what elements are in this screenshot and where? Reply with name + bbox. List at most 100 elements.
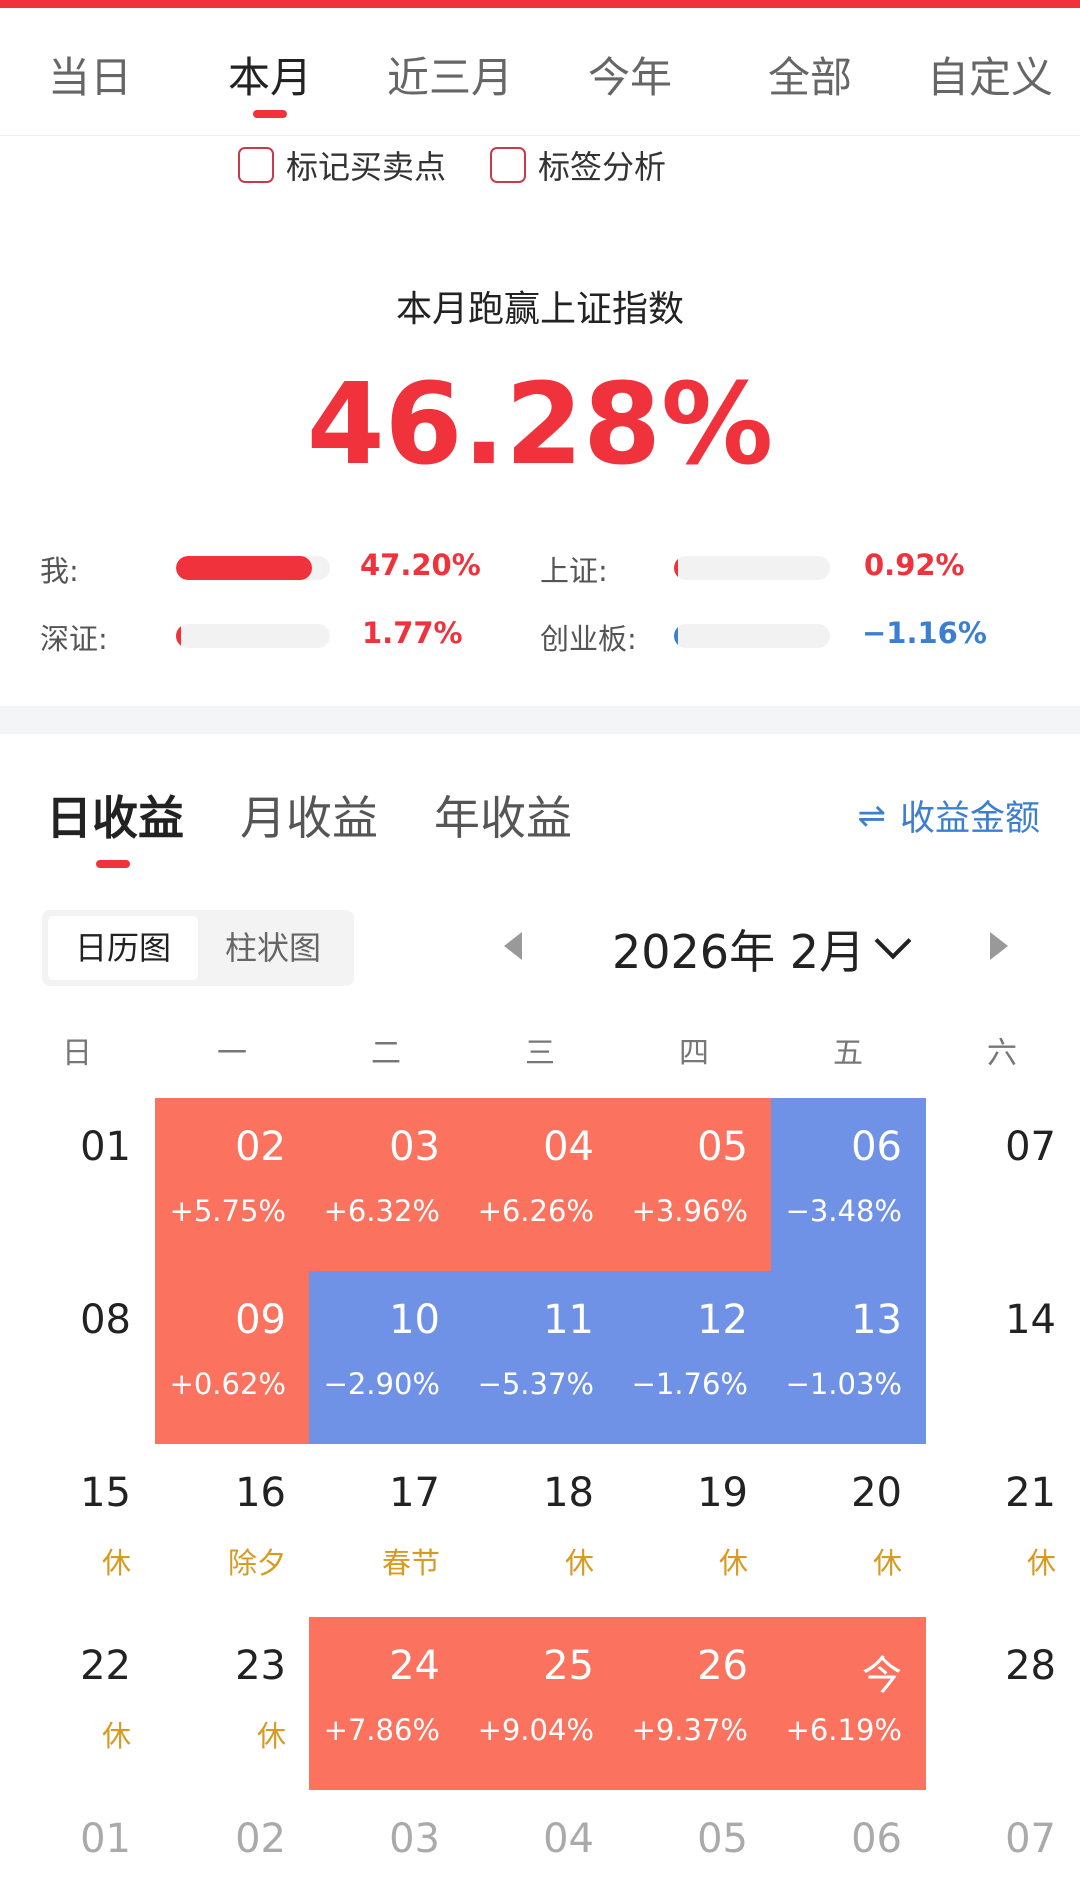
tag-analysis-checkbox[interactable]: 标签分析 [490,140,666,190]
checkbox-icon [490,147,526,183]
calendar-day-cell[interactable]: 07 [925,1098,1080,1271]
calendar-day-cell[interactable]: 01 [0,1790,155,1896]
day-number: 02 [235,1124,286,1170]
tab-all[interactable]: 全部 [767,53,852,102]
calendar-view-button[interactable]: 日历图 [48,916,198,980]
day-number: 14 [1005,1297,1056,1343]
day-return: +0.62% [169,1367,286,1401]
compare-shanghai: 上证: 0.92% [540,548,1040,588]
calendar-day-cell[interactable]: 02 [155,1790,310,1896]
month-label[interactable]: 2026年 2月 [612,925,865,979]
day-number: 22 [80,1643,131,1689]
calendar-day-cell[interactable]: 23 休 [155,1617,310,1790]
calendar-day-cell[interactable]: 05 +3.96% [617,1098,772,1271]
holiday-label: 休 [256,1719,286,1753]
tab-yearly-gain[interactable]: 年收益 [434,791,572,845]
compare-shenzhen: 深证: 1.77% [40,616,480,656]
day-number: 13 [851,1297,902,1343]
chevron-down-icon[interactable] [874,922,912,960]
day-number: 今 [862,1653,902,1699]
day-number: 10 [389,1297,440,1343]
amount-toggle-label: 收益金额 [899,799,1040,839]
calendar-day-cell[interactable]: 04 [463,1790,618,1896]
tab-custom[interactable]: 自定义 [926,53,1053,102]
calendar-day-cell[interactable]: 04 +6.26% [463,1098,618,1271]
calendar-day-cell[interactable]: 11 −5.37% [463,1271,618,1444]
calendar-day-cell[interactable]: 12 −1.76% [617,1271,772,1444]
calendar-day-cell[interactable]: 06 −3.48% [771,1098,926,1271]
compare-chinext-label: 创业板: [540,622,637,656]
tab-this-year[interactable]: 今年 [587,53,672,102]
day-number: 12 [697,1297,748,1343]
calendar-day-cell[interactable]: 06 [771,1790,926,1896]
calendar-day-cell[interactable]: 16 除夕 [155,1444,310,1617]
day-number: 01 [80,1816,131,1862]
day-return: +9.04% [477,1713,594,1747]
calendar-day-cell[interactable]: 01 [0,1098,155,1271]
amount-toggle-button[interactable]: ⇌ 收益金额 [857,790,1040,841]
calendar-day-cell[interactable]: 25 +9.04% [463,1617,618,1790]
calendar-day-cell[interactable]: 26 +9.37% [617,1617,772,1790]
calendar-day-cell[interactable]: 18 休 [463,1444,618,1617]
day-return: −3.48% [785,1194,902,1228]
compare-shanghai-label: 上证: [540,554,608,588]
calendar-day-cell[interactable]: 05 [617,1790,772,1896]
holiday-label: 休 [718,1546,748,1580]
compare-chinext-fill [674,624,678,648]
calendar-day-cell[interactable]: 08 [0,1271,155,1444]
day-number: 06 [851,1816,902,1862]
compare-shenzhen-fill [176,624,181,648]
calendar-day-cell[interactable]: 20 休 [771,1444,926,1617]
calendar-day-cell[interactable]: 19 休 [617,1444,772,1617]
day-number: 06 [851,1124,902,1170]
calendar-day-cell[interactable]: 09 +0.62% [155,1271,310,1444]
calendar-day-cell[interactable]: 07 [925,1790,1080,1896]
bar-view-button[interactable]: 柱状图 [224,929,321,967]
mark-trades-checkbox[interactable]: 标记买卖点 [238,140,446,190]
compare-chinext: 创业板: −1.16% [540,616,1040,656]
tab-monthly-gain[interactable]: 月收益 [240,791,378,845]
day-number: 18 [543,1470,594,1516]
day-return: +5.75% [169,1194,286,1228]
day-return: +6.19% [785,1713,902,1747]
calendar-day-cell[interactable]: 13 −1.03% [771,1271,926,1444]
weekday-label: 三 [525,1036,555,1071]
tab-this-month[interactable]: 本月 [227,53,312,102]
next-month-icon[interactable] [990,932,1008,960]
compare-shenzhen-label: 深证: [40,622,108,656]
tab-daily-gain[interactable]: 日收益 [46,791,184,845]
day-number: 19 [697,1470,748,1516]
tab-three-months[interactable]: 近三月 [386,53,513,102]
calendar-day-cell[interactable]: 24 +7.86% [309,1617,464,1790]
calendar-day-cell[interactable]: 15 休 [0,1444,155,1617]
compare-shenzhen-track [176,624,330,648]
top-accent-bar [0,0,1080,8]
holiday-label: 休 [872,1546,902,1580]
holiday-label: 休 [564,1546,594,1580]
active-tab-indicator [253,110,287,118]
day-return: +7.86% [323,1713,440,1747]
calendar-day-cell[interactable]: 03 [309,1790,464,1896]
compare-chinext-value: −1.16% [862,616,987,650]
day-number: 16 [235,1470,286,1516]
calendar-day-cell[interactable]: 17 春节 [309,1444,464,1617]
compare-me-track [176,556,330,580]
day-number: 17 [389,1470,440,1516]
calendar-day-cell[interactable]: 22 休 [0,1617,155,1790]
gain-tabs: 日收益 月收益 年收益 ⇌ 收益金额 [0,782,1080,868]
calendar-day-cell[interactable]: 28 [925,1617,1080,1790]
day-return: +6.26% [477,1194,594,1228]
prev-month-icon[interactable] [504,932,522,960]
holiday-label: 休 [1026,1546,1056,1580]
outperform-percent: 46.28% [306,360,774,490]
calendar-day-cell[interactable]: 14 [925,1271,1080,1444]
calendar-day-cell[interactable]: 10 −2.90% [309,1271,464,1444]
day-number: 05 [697,1124,748,1170]
holiday-label: 春节 [381,1546,440,1580]
tab-today[interactable]: 当日 [47,53,132,102]
calendar-day-cell[interactable]: 21 休 [925,1444,1080,1617]
calendar-day-cell[interactable]: 今 +6.19% [771,1617,926,1790]
day-number: 23 [235,1643,286,1689]
calendar-day-cell[interactable]: 03 +6.32% [309,1098,464,1271]
calendar-day-cell[interactable]: 02 +5.75% [155,1098,310,1271]
